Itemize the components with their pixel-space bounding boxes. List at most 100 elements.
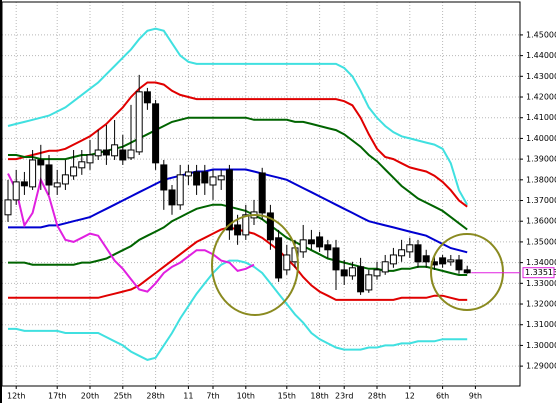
candle-body	[332, 247, 340, 271]
candle-body	[201, 171, 209, 184]
candle-body	[234, 224, 242, 236]
x-tick-label: 23rd	[335, 392, 353, 401]
last-price-box	[522, 267, 555, 279]
candle-body	[61, 174, 69, 185]
candle-body	[422, 255, 430, 263]
candle-body	[135, 91, 143, 153]
candle-body	[381, 261, 389, 273]
indicator-line	[8, 259, 468, 361]
candle-body	[78, 161, 86, 169]
indicator-line	[8, 81, 468, 208]
indicator-line	[8, 203, 468, 276]
y-tick-label: 1.37000	[526, 196, 556, 205]
indicator-lines	[7, 27, 469, 361]
candle-body	[324, 244, 332, 251]
candle-body	[184, 171, 192, 177]
candle-body	[414, 244, 422, 263]
y-tick-label: 1.35000	[526, 237, 556, 246]
candle-body	[307, 239, 315, 245]
y-tick-label: 1.44000	[526, 51, 556, 60]
x-tick-label: 15th	[278, 392, 296, 401]
x-tick-label: 25th	[114, 392, 132, 401]
x-tick-label: 12th	[7, 392, 25, 401]
candle-body	[225, 169, 233, 231]
candle-body	[86, 154, 94, 164]
x-tick-label: 18th	[310, 392, 328, 401]
x-tick-label: 7th	[206, 392, 219, 401]
y-tick-label: 1.43000	[526, 72, 556, 81]
candle-body	[340, 269, 348, 277]
x-tick-label: 11	[183, 392, 193, 401]
y-tick-label: 1.45000	[526, 30, 556, 39]
x-tick-label: 17th	[48, 392, 66, 401]
highlight-circle	[430, 233, 504, 311]
candle-body	[455, 259, 463, 271]
x-tick-label: 9th	[469, 392, 482, 401]
candle-body	[152, 103, 160, 164]
candle-body	[70, 166, 78, 177]
candle-body	[119, 149, 127, 161]
candle-body	[258, 172, 266, 214]
x-tick-label: 12	[405, 392, 415, 401]
candle-body	[53, 182, 61, 188]
candle-body	[365, 274, 373, 291]
x-tick-label: 28th	[368, 392, 386, 401]
candle-body	[275, 237, 283, 279]
candle-body	[357, 266, 365, 293]
candle-body	[193, 171, 201, 186]
candle-body	[111, 144, 119, 157]
candle-body	[45, 164, 53, 186]
highlight-circle	[211, 214, 299, 316]
candle-body	[406, 244, 414, 253]
candle-body	[102, 149, 110, 156]
candle-body	[127, 149, 135, 159]
candle-body	[242, 214, 250, 236]
y-tick-label: 1.29000	[526, 362, 556, 371]
candle-body	[266, 212, 274, 241]
y-tick-label: 1.41000	[526, 113, 556, 122]
candle-body	[4, 199, 12, 216]
candle-body	[316, 236, 324, 248]
candle-body	[20, 181, 28, 187]
y-tick-label: 1.38000	[526, 175, 556, 184]
y-tick-label: 1.39000	[526, 155, 556, 164]
candle-body	[12, 181, 20, 201]
indicator-line	[7, 27, 469, 206]
indicator-line	[8, 168, 468, 254]
y-tick-label: 1.33000	[526, 279, 556, 288]
x-tick-label: 20th	[81, 392, 99, 401]
candle-body	[389, 254, 397, 265]
candle-body	[143, 91, 151, 104]
plot-area	[2, 2, 520, 386]
candle-body	[283, 254, 291, 271]
candle-body	[398, 249, 406, 257]
y-tick-label: 1.30000	[526, 341, 556, 350]
candle-body	[94, 149, 102, 157]
candle-body	[176, 174, 184, 206]
candle-body	[217, 175, 225, 181]
x-tick-label: 10th	[237, 392, 255, 401]
y-tick-label: 1.40000	[526, 134, 556, 143]
y-tick-label: 1.31000	[526, 320, 556, 329]
candle-body	[373, 269, 381, 277]
indicator-line	[8, 116, 468, 231]
y-tick-label: 1.32000	[526, 300, 556, 309]
y-tick-label: 1.36000	[526, 217, 556, 226]
candle-body	[168, 189, 176, 206]
candle-body	[29, 159, 37, 188]
candle-body	[447, 259, 455, 263]
x-tick-label: 28th	[146, 392, 164, 401]
candle-body	[37, 159, 45, 166]
x-tick-label: 6th	[436, 392, 449, 401]
candle-body	[209, 176, 217, 186]
y-tick-label: 1.34000	[526, 258, 556, 267]
candle-body	[463, 269, 471, 274]
candle-body	[160, 164, 168, 191]
last-price-label: 1.33513	[525, 268, 556, 277]
candle-body	[439, 257, 447, 265]
candle-body	[348, 267, 356, 277]
candle-body	[299, 239, 307, 253]
